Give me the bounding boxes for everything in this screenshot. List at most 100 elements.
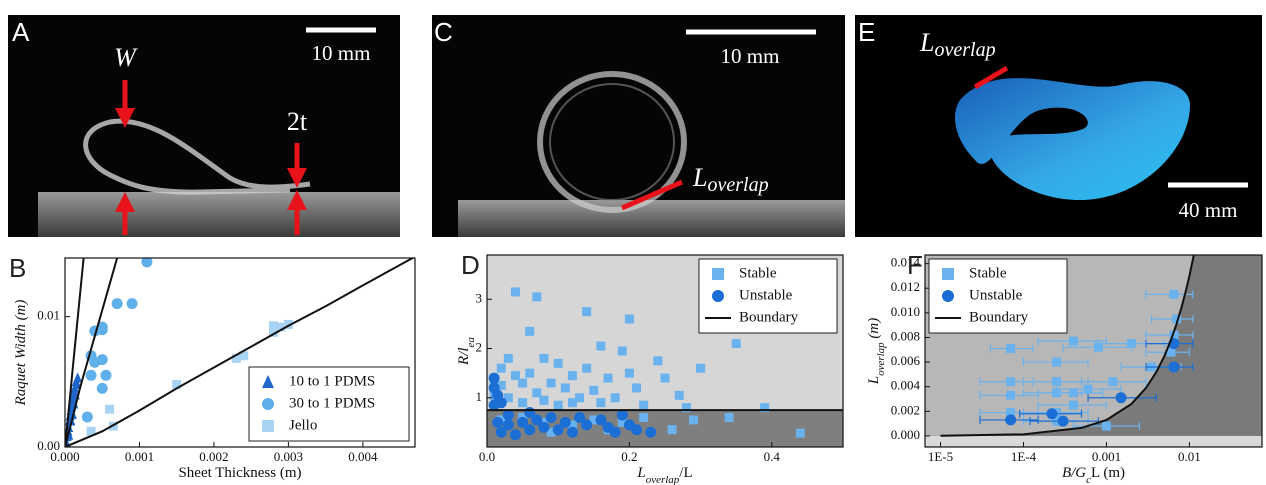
width-label: W bbox=[114, 43, 138, 72]
marker-square bbox=[1126, 339, 1136, 349]
marker-square bbox=[667, 425, 677, 435]
marker-circle bbox=[712, 290, 724, 302]
marker-square bbox=[1006, 344, 1016, 354]
marker-square bbox=[567, 371, 577, 381]
marker-square bbox=[688, 415, 698, 425]
x-tick-label: 0.01 bbox=[1178, 449, 1201, 464]
boundary-line bbox=[940, 255, 1195, 437]
marker-square bbox=[518, 378, 528, 388]
marker-circle bbox=[942, 290, 954, 302]
marker-square bbox=[553, 400, 563, 410]
y-tick-label: 0.010 bbox=[891, 304, 920, 319]
legend-label: Boundary bbox=[739, 309, 799, 325]
marker-square bbox=[1068, 336, 1078, 346]
marker-square bbox=[231, 353, 241, 363]
marker-square bbox=[525, 326, 535, 336]
marker-square bbox=[624, 314, 634, 324]
marker-square bbox=[639, 400, 649, 410]
legend-label: Stable bbox=[739, 265, 777, 281]
marker-square bbox=[503, 353, 513, 363]
marker-square bbox=[567, 420, 577, 430]
x-axis-label: Sheet Thickness (m) bbox=[178, 465, 301, 481]
marker-square bbox=[172, 379, 182, 389]
marker-circle bbox=[111, 298, 123, 310]
axes-frame bbox=[486, 254, 844, 448]
marker-square bbox=[589, 385, 599, 395]
x-axis-label: B/GcL (m) bbox=[1062, 465, 1125, 485]
x-tick-label: 0.001 bbox=[1092, 449, 1121, 464]
marker-circle bbox=[502, 409, 514, 421]
y-tick-label: 0.006 bbox=[891, 353, 921, 368]
plot-area bbox=[487, 255, 843, 447]
marker-square bbox=[589, 415, 599, 425]
marker-circle bbox=[609, 426, 621, 438]
marker-circle bbox=[1168, 361, 1180, 373]
thickness-label: 2t bbox=[287, 107, 308, 136]
marker-circle bbox=[524, 424, 536, 436]
marker-circle bbox=[517, 416, 529, 428]
marker-square bbox=[603, 373, 613, 383]
marker-square bbox=[496, 363, 506, 373]
marker-circle bbox=[495, 426, 507, 438]
marker-circle bbox=[524, 407, 536, 419]
y-tick-label: 0.000 bbox=[891, 427, 920, 442]
marker-circle bbox=[566, 426, 578, 438]
axes-frame bbox=[924, 254, 1263, 448]
marker-square bbox=[1083, 384, 1093, 394]
marker-circle bbox=[492, 416, 504, 428]
marker-square bbox=[617, 417, 627, 427]
marker-square bbox=[575, 393, 585, 403]
marker-circle bbox=[616, 409, 628, 421]
photo-a: A W 2t 10 mm bbox=[8, 15, 400, 237]
marker-circle bbox=[1046, 408, 1058, 420]
overlap-main: L bbox=[919, 28, 934, 57]
x-tick-label: 0.2 bbox=[621, 449, 637, 464]
legend-label: Boundary bbox=[969, 309, 1029, 325]
marker-triangle bbox=[262, 375, 274, 388]
y-tick-label: 0.008 bbox=[891, 328, 920, 343]
marker-square bbox=[269, 327, 279, 337]
y-tick-label: 1 bbox=[476, 389, 483, 404]
marker-square bbox=[1169, 330, 1179, 340]
label-part: L bbox=[866, 376, 882, 385]
x-tick-label: 0.002 bbox=[199, 449, 228, 464]
marker-square bbox=[496, 380, 506, 390]
marker-circle bbox=[581, 419, 593, 431]
marker-circle bbox=[262, 398, 274, 410]
marker-square bbox=[1169, 289, 1179, 299]
marker-square bbox=[510, 371, 520, 381]
marker-circle bbox=[1057, 415, 1069, 427]
chart: 0.0 0.2 0.4 1 2 3 Loverlap/L R/lea D Stable Unstab… bbox=[456, 250, 844, 485]
marker-circle bbox=[1115, 392, 1127, 404]
marker-triangle bbox=[67, 408, 77, 419]
y-tick-label: 0.014 bbox=[891, 255, 921, 270]
marker-square bbox=[503, 393, 513, 403]
marker-circle bbox=[545, 411, 557, 423]
marker-circle bbox=[509, 429, 521, 441]
marker-circle bbox=[126, 298, 138, 310]
photo-e: E 40 mm Loverlap bbox=[855, 15, 1262, 237]
boundary-line bbox=[65, 258, 415, 447]
y-axis-label: Raquet Width (m) bbox=[13, 300, 29, 407]
marker-circle bbox=[645, 426, 657, 438]
marker-square bbox=[567, 398, 577, 408]
marker-square bbox=[1051, 357, 1061, 367]
marker-square bbox=[632, 383, 642, 393]
scale-label: 10 mm bbox=[312, 41, 371, 65]
marker-square bbox=[532, 292, 542, 302]
marker-triangle bbox=[73, 372, 83, 383]
marker-square bbox=[269, 321, 279, 331]
marker-square bbox=[1166, 347, 1176, 357]
y-tick-label: 3 bbox=[476, 290, 483, 305]
panel-letter: B bbox=[9, 253, 26, 283]
x-tick-label: 0.000 bbox=[50, 449, 79, 464]
overlap-main: L bbox=[692, 163, 707, 192]
y-tick-label: 0.00 bbox=[37, 438, 60, 453]
marker-square bbox=[639, 412, 649, 422]
legend-label: Jello bbox=[289, 417, 317, 433]
label-part: (m) bbox=[866, 318, 882, 343]
marker-circle bbox=[595, 414, 607, 426]
marker-square bbox=[582, 307, 592, 317]
marker-square bbox=[539, 395, 549, 405]
